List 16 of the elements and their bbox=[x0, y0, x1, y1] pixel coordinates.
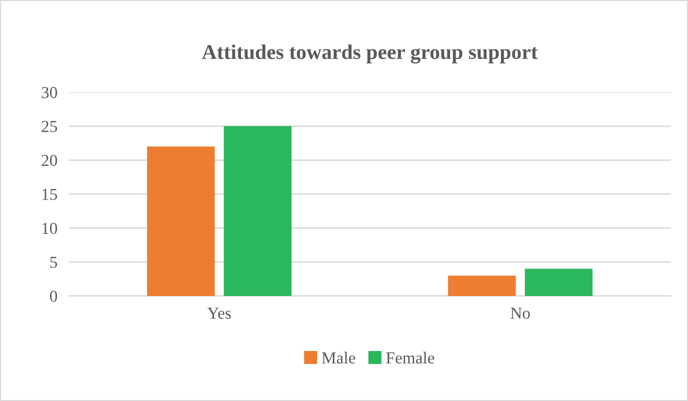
legend-label: Male bbox=[322, 352, 356, 364]
legend-label: Female bbox=[386, 352, 434, 364]
y-tick-label: 0 bbox=[50, 290, 58, 302]
bar bbox=[224, 126, 292, 296]
bar bbox=[524, 268, 593, 296]
y-tick-label: 15 bbox=[42, 188, 58, 200]
x-tick-label: No bbox=[510, 308, 530, 319]
y-tick-label: 5 bbox=[50, 256, 58, 268]
x-tick-label: Yes bbox=[207, 308, 231, 319]
y-tick-label: 20 bbox=[42, 154, 58, 166]
chart-title: Attitudes towards peer group support bbox=[202, 44, 538, 64]
bar bbox=[147, 146, 215, 296]
y-tick-label: 25 bbox=[42, 120, 58, 132]
y-tick-label: 10 bbox=[42, 222, 58, 234]
y-tick-label: 30 bbox=[42, 86, 58, 98]
bar bbox=[448, 276, 516, 296]
